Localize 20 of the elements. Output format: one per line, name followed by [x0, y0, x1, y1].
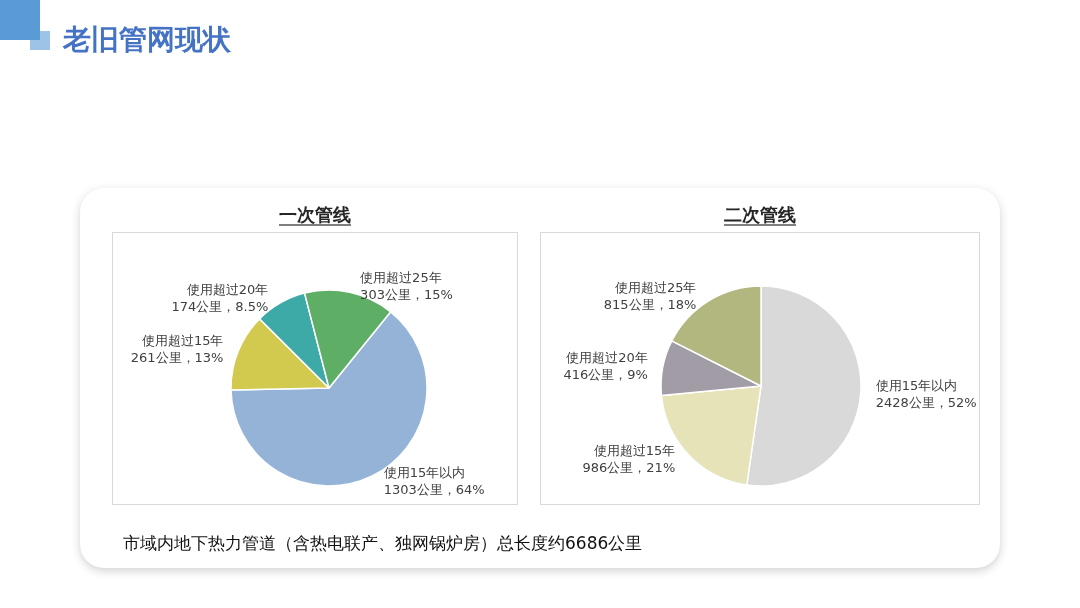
data-label: 303公里，15%: [360, 287, 453, 303]
data-label: 986公里，21%: [582, 460, 676, 476]
text: 老旧管网现状: [63, 22, 231, 58]
data-label: 1303公里，64%: [383, 482, 485, 498]
slice-label: 使用15年以内: [383, 465, 466, 481]
slice-label: 使用超过20年: [566, 350, 648, 366]
chart-title: 一次管线: [279, 204, 351, 225]
data-label: 416公里，9%: [563, 367, 648, 383]
data-label: 2428公里，52%: [875, 394, 977, 410]
slice-label: 使用超过15年: [593, 443, 676, 459]
data-label: 261公里，13%: [130, 350, 224, 366]
slice-label: 使用超过20年: [186, 281, 269, 297]
chart-title: 二次管线: [724, 204, 796, 225]
data-label: 174公里，8.5%: [171, 298, 269, 314]
slice-label: 使用15年以内: [875, 377, 958, 393]
data-label: 815公里，18%: [603, 296, 697, 312]
slice-label: 使用超过25年: [360, 270, 442, 286]
text: 市域内地下热力管道（含热电联产、独网锅炉房）总长度约6686公里: [123, 532, 643, 555]
slice-label: 使用超过25年: [614, 279, 697, 295]
slice-label: 使用超过15年: [141, 333, 224, 349]
